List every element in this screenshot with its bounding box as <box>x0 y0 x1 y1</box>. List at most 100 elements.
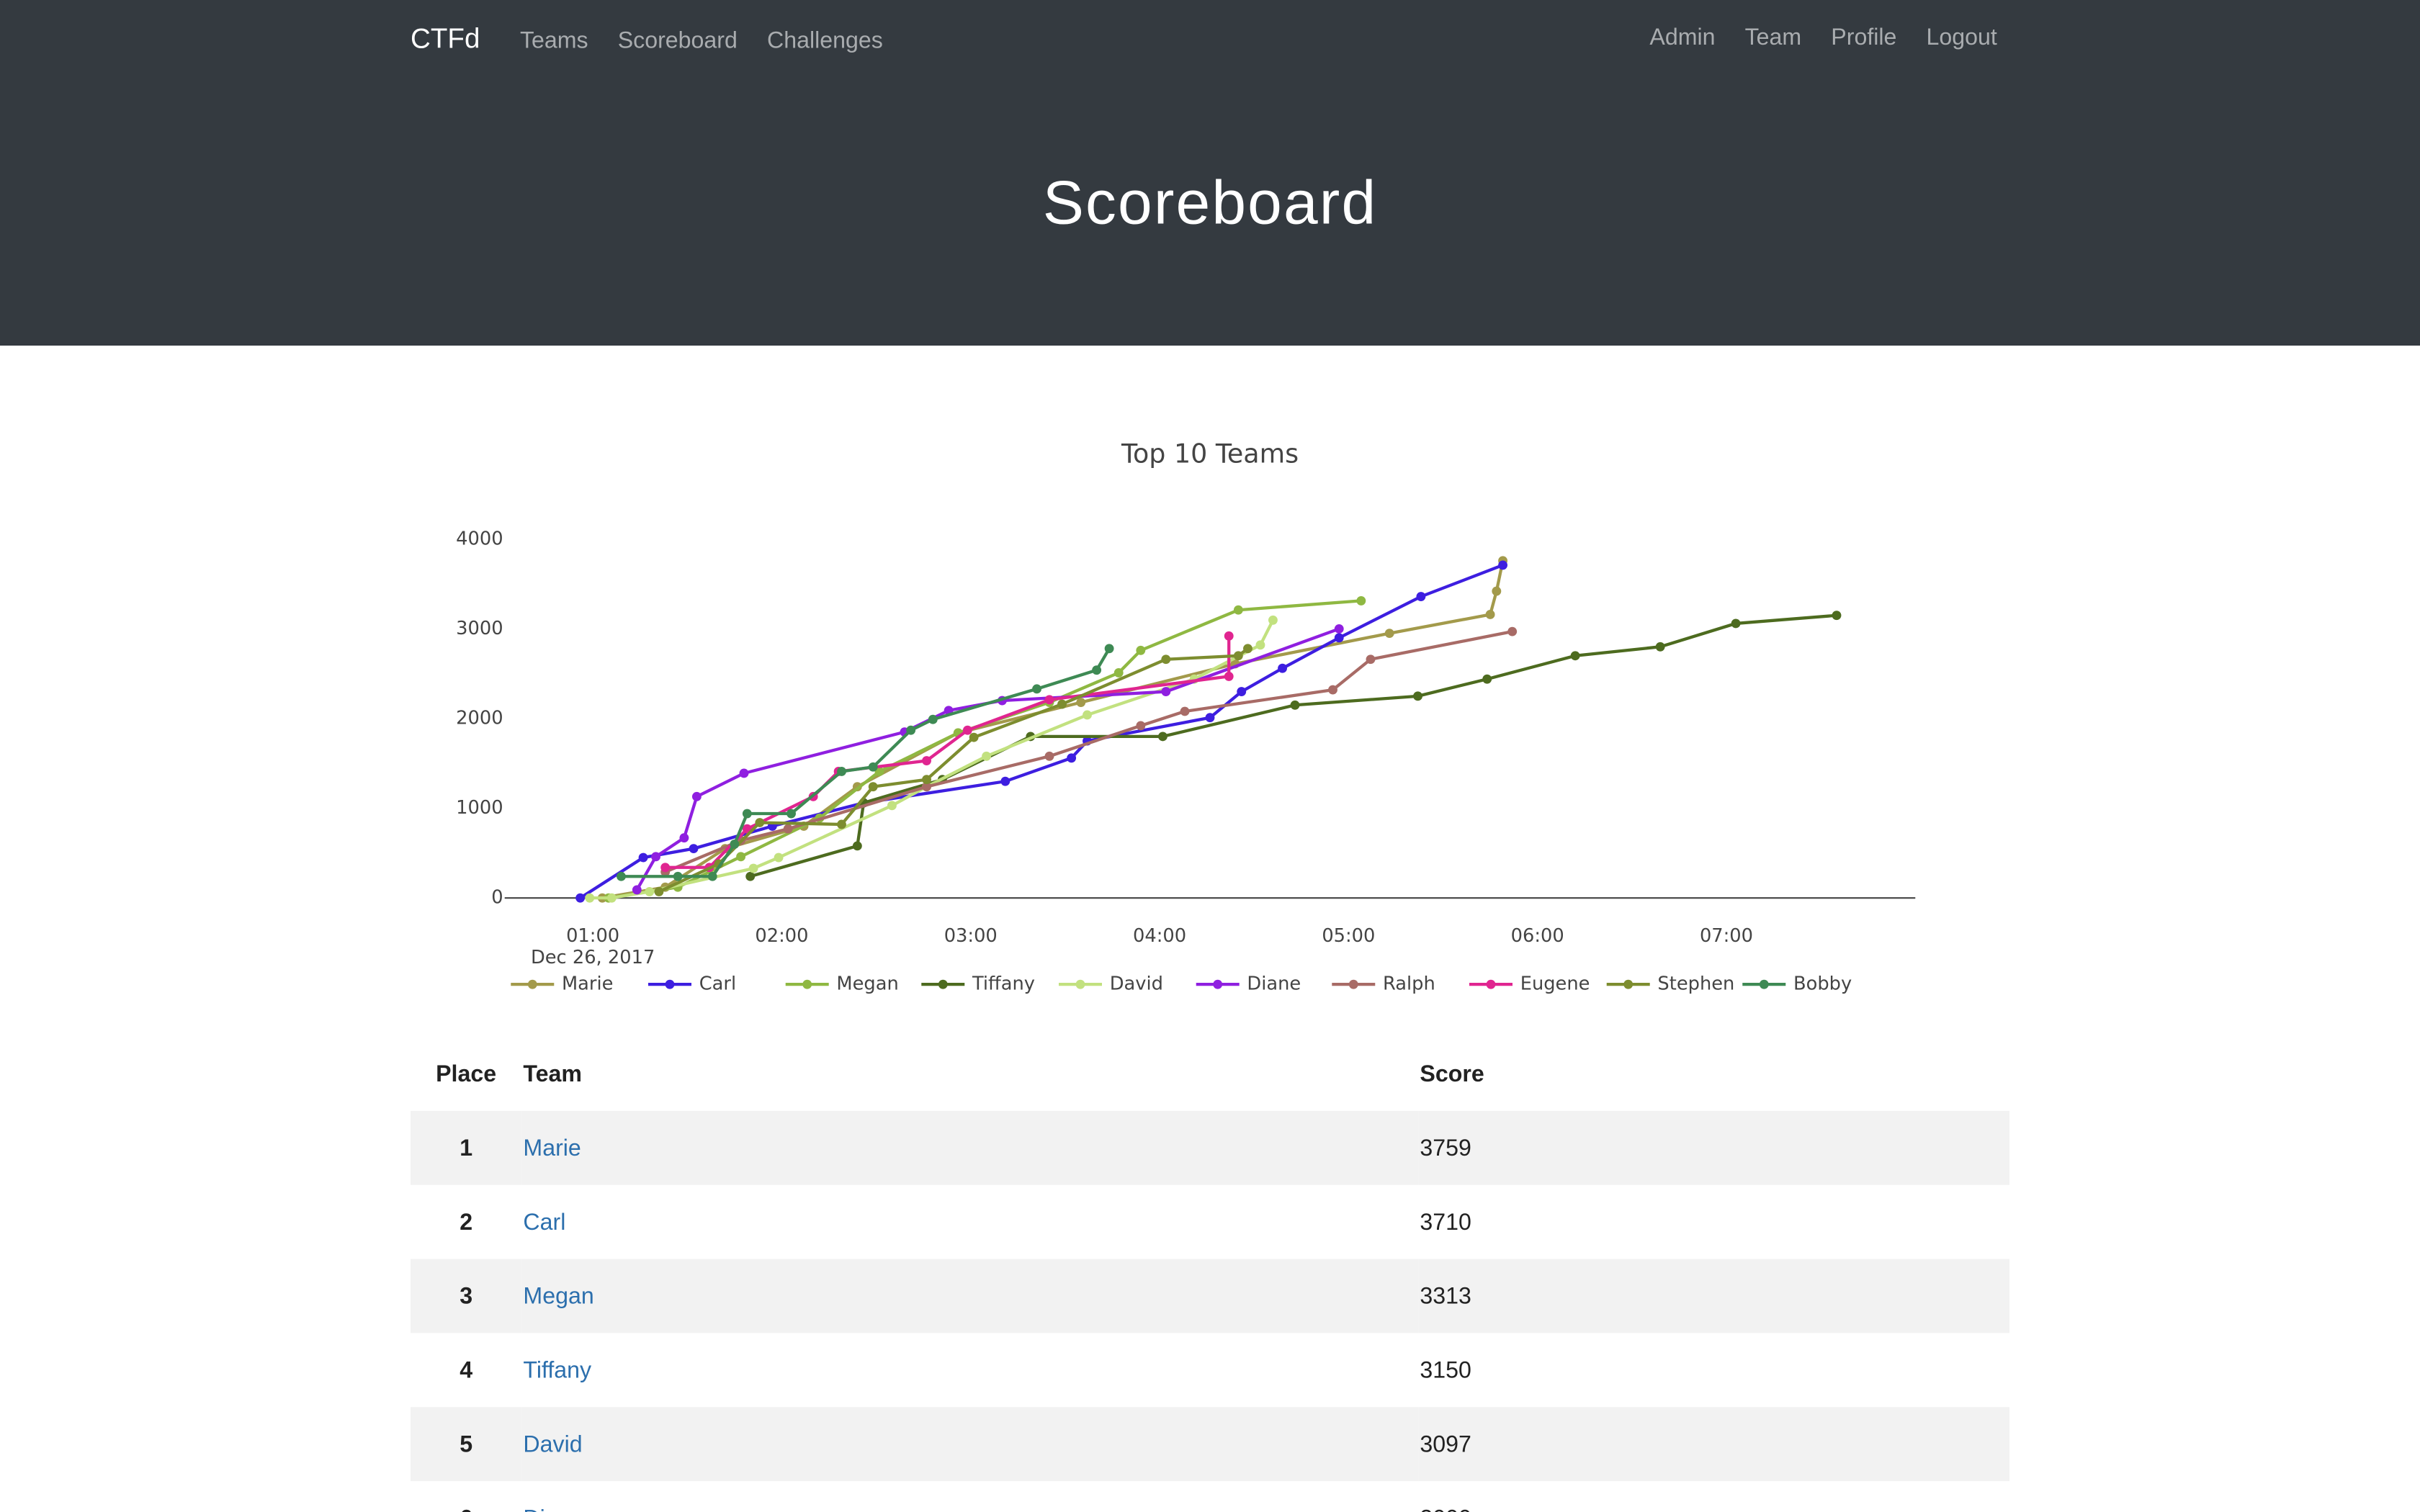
series <box>660 626 1518 877</box>
team-row: 4 Tiffany 3150 <box>411 1333 2009 1407</box>
team-link[interactable]: David <box>523 1431 583 1457</box>
cell: 3759 <box>1420 1135 1471 1161</box>
legend-item: Stephen <box>1606 973 1734 995</box>
cell: 5 <box>460 1431 473 1457</box>
column-header: Score <box>1420 1061 1484 1087</box>
y-tick-label: 3000 <box>456 618 503 639</box>
legend-label: Ralph <box>1383 973 1435 995</box>
legend-label: Carl <box>699 973 736 995</box>
team-link[interactable]: Marie <box>523 1135 581 1161</box>
point <box>969 732 979 742</box>
legend-label: Tiffany <box>972 973 1035 995</box>
point <box>1832 611 1842 621</box>
point <box>1032 684 1041 694</box>
legend-marker <box>527 979 537 989</box>
legend-marker <box>665 979 675 989</box>
legend-item: David <box>1058 973 1163 995</box>
point <box>1044 751 1054 761</box>
point <box>1161 654 1171 665</box>
point <box>922 756 931 765</box>
legend-item: Bobby <box>1742 973 1852 995</box>
point <box>1492 586 1502 596</box>
x-date-label: Dec 26, 2017 <box>531 947 655 968</box>
point <box>1161 687 1171 697</box>
cell: 4 <box>460 1356 473 1384</box>
point <box>1083 710 1092 720</box>
point <box>1731 618 1741 629</box>
nav-link[interactable]: Scoreboard <box>617 27 738 54</box>
series <box>654 644 1252 896</box>
legend-marker <box>1348 979 1358 989</box>
legend-marker <box>1623 979 1634 989</box>
point <box>742 809 752 819</box>
point <box>1413 691 1422 701</box>
team-link[interactable]: Carl <box>523 1208 566 1236</box>
cell: Marie <box>521 1111 1418 1185</box>
legend-label: Megan <box>836 973 898 995</box>
point <box>837 819 846 829</box>
point <box>1237 687 1247 697</box>
legend-item: Megan <box>785 973 899 995</box>
series-line <box>664 630 1513 873</box>
point <box>1328 685 1337 695</box>
column-header: Place <box>436 1061 497 1087</box>
point <box>1104 644 1114 654</box>
point <box>1136 645 1146 655</box>
nav-link[interactable]: Admin <box>1649 24 1716 51</box>
point <box>617 871 626 881</box>
point <box>982 751 992 761</box>
point <box>928 714 938 724</box>
point <box>1334 633 1344 643</box>
point <box>1356 595 1366 606</box>
nav-link[interactable]: Profile <box>1831 24 1897 51</box>
legend-item: Ralph <box>1332 973 1435 995</box>
point <box>1243 644 1252 654</box>
cell: 3313 <box>1420 1282 1471 1310</box>
cell: 2 <box>460 1208 473 1236</box>
nav-link[interactable]: Team <box>1744 24 1802 51</box>
point <box>1224 671 1234 681</box>
x-tick-label: 06:00 <box>1511 925 1564 947</box>
point <box>1157 732 1168 742</box>
point <box>1205 713 1215 723</box>
point <box>837 767 846 776</box>
point <box>691 791 702 801</box>
point <box>689 844 699 854</box>
cell: 1 <box>460 1135 473 1161</box>
chart-title: Top 10 Teams <box>1121 438 1299 469</box>
point <box>1268 615 1278 625</box>
point <box>585 893 595 903</box>
nav-link[interactable]: Challenges <box>767 27 883 54</box>
x-tick-label: 01:00 <box>566 925 619 947</box>
point <box>679 833 689 843</box>
cell: David <box>521 1407 1418 1481</box>
point <box>1366 654 1376 665</box>
brand[interactable]: CTFd <box>411 23 480 54</box>
team-link[interactable]: Megan <box>523 1282 594 1310</box>
team-row: 6Diane 3000 <box>411 1481 2009 1512</box>
point <box>1044 695 1054 705</box>
point <box>1570 651 1580 661</box>
point <box>748 863 758 873</box>
cell: 3710 <box>1420 1208 1471 1236</box>
legend-marker <box>1213 979 1223 989</box>
x-tick-label: 04:00 <box>1133 925 1186 947</box>
point <box>736 852 746 862</box>
nav-link[interactable]: Teams <box>519 27 588 54</box>
series-line <box>589 619 1275 900</box>
team-link[interactable]: Diane <box>523 1505 583 1512</box>
nav-link[interactable]: Logout <box>1926 24 1997 51</box>
x-tick-label: 03:00 <box>944 925 998 947</box>
legend-label: Marie <box>562 973 613 995</box>
cell: Megan <box>521 1259 1418 1333</box>
point <box>730 839 740 849</box>
legend-item: Marie <box>511 973 613 995</box>
team-link[interactable]: Tiffany <box>523 1356 592 1384</box>
team-row: 5 David 3097 <box>411 1407 2009 1482</box>
series-line <box>750 613 1837 878</box>
series <box>617 644 1114 881</box>
point <box>1233 651 1243 661</box>
